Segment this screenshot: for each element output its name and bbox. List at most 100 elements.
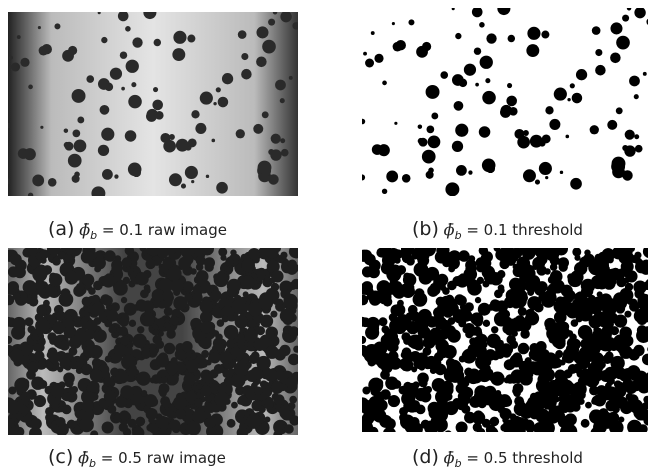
bubble bbox=[475, 83, 479, 87]
bubble bbox=[402, 351, 414, 363]
bubble bbox=[110, 68, 122, 80]
bubble bbox=[538, 293, 546, 301]
bubble bbox=[474, 47, 481, 54]
bubble bbox=[454, 294, 465, 305]
caption: (a) ϕ̄b = 0.1 raw image bbox=[48, 218, 227, 242]
bubble bbox=[152, 100, 163, 111]
bubble bbox=[537, 373, 549, 385]
bubble bbox=[458, 391, 470, 403]
bubble bbox=[193, 285, 202, 294]
bubble bbox=[246, 414, 261, 429]
bubble bbox=[185, 166, 198, 179]
bubble bbox=[585, 402, 592, 409]
bubble bbox=[436, 400, 448, 412]
bubble bbox=[590, 125, 599, 134]
bubble bbox=[69, 347, 78, 356]
bubble bbox=[550, 383, 556, 389]
bubble bbox=[107, 405, 116, 414]
bubble bbox=[506, 96, 517, 107]
bubble bbox=[565, 290, 576, 301]
bubble bbox=[38, 360, 45, 367]
bubble bbox=[224, 377, 234, 387]
bubble bbox=[40, 126, 43, 129]
bubble bbox=[69, 361, 78, 370]
symbol: ϕ̄ bbox=[79, 220, 90, 239]
bubble bbox=[227, 259, 234, 266]
bubble bbox=[67, 420, 76, 429]
bubble bbox=[129, 364, 137, 372]
bubble bbox=[59, 340, 69, 350]
bubble bbox=[196, 383, 202, 389]
bubble bbox=[120, 336, 130, 346]
bubble bbox=[472, 326, 482, 336]
bubble bbox=[154, 39, 161, 46]
bubble bbox=[114, 174, 118, 178]
symbol: ϕ̄ bbox=[444, 448, 455, 467]
bubble bbox=[171, 279, 184, 292]
bubble bbox=[106, 310, 118, 322]
bubble bbox=[568, 272, 583, 287]
bubble bbox=[420, 248, 427, 255]
bubble bbox=[416, 46, 428, 58]
bubble bbox=[457, 377, 466, 386]
bubble bbox=[482, 419, 491, 428]
bubble bbox=[382, 189, 387, 194]
bubble bbox=[510, 416, 523, 429]
bubble bbox=[518, 322, 524, 328]
bubble bbox=[118, 326, 128, 336]
bubble bbox=[381, 362, 393, 374]
bubble bbox=[447, 281, 457, 291]
raw-image-high bbox=[8, 248, 298, 435]
bubble bbox=[554, 88, 567, 101]
bubble bbox=[65, 271, 79, 285]
bubble bbox=[230, 249, 236, 255]
bubble bbox=[399, 407, 408, 416]
bubble bbox=[132, 37, 142, 47]
bubble bbox=[82, 274, 94, 286]
bubble bbox=[105, 83, 113, 91]
subscript: b bbox=[455, 457, 462, 470]
bubble bbox=[264, 417, 270, 423]
bubble bbox=[182, 281, 193, 292]
bubble bbox=[570, 178, 582, 190]
bubble bbox=[136, 372, 150, 386]
bubble bbox=[608, 387, 617, 396]
symbol: ϕ̄ bbox=[444, 220, 455, 239]
bubble bbox=[281, 149, 289, 157]
bubble bbox=[265, 345, 279, 359]
symbol: ϕ̄ bbox=[78, 448, 89, 467]
bubble bbox=[275, 80, 286, 91]
bubble bbox=[576, 315, 583, 322]
bubble bbox=[635, 145, 643, 153]
bubble bbox=[489, 272, 502, 285]
bubble bbox=[592, 396, 601, 405]
bubble bbox=[248, 319, 257, 328]
bubble bbox=[164, 307, 173, 316]
bubble bbox=[628, 394, 639, 405]
bubble bbox=[238, 30, 247, 39]
bubble bbox=[11, 63, 20, 72]
bubble bbox=[56, 417, 66, 427]
bubble bbox=[93, 257, 106, 270]
bubble bbox=[25, 317, 34, 326]
bubble bbox=[643, 72, 647, 76]
threshold-image-low bbox=[362, 8, 648, 196]
bubble bbox=[74, 403, 82, 411]
bubble bbox=[236, 410, 245, 419]
bubble bbox=[222, 315, 229, 322]
bubble bbox=[570, 83, 575, 88]
bubble bbox=[558, 257, 569, 268]
bubble bbox=[490, 300, 502, 312]
bubble bbox=[437, 346, 449, 358]
bubble bbox=[256, 57, 267, 68]
bubble bbox=[85, 329, 96, 340]
bubble bbox=[473, 317, 483, 327]
bubble bbox=[540, 359, 553, 372]
bubble bbox=[214, 392, 229, 407]
bubble bbox=[592, 26, 601, 35]
bubble bbox=[634, 252, 641, 259]
bubble bbox=[362, 386, 370, 394]
bubble bbox=[53, 322, 66, 335]
bubble bbox=[402, 174, 411, 183]
bubble bbox=[365, 59, 374, 68]
